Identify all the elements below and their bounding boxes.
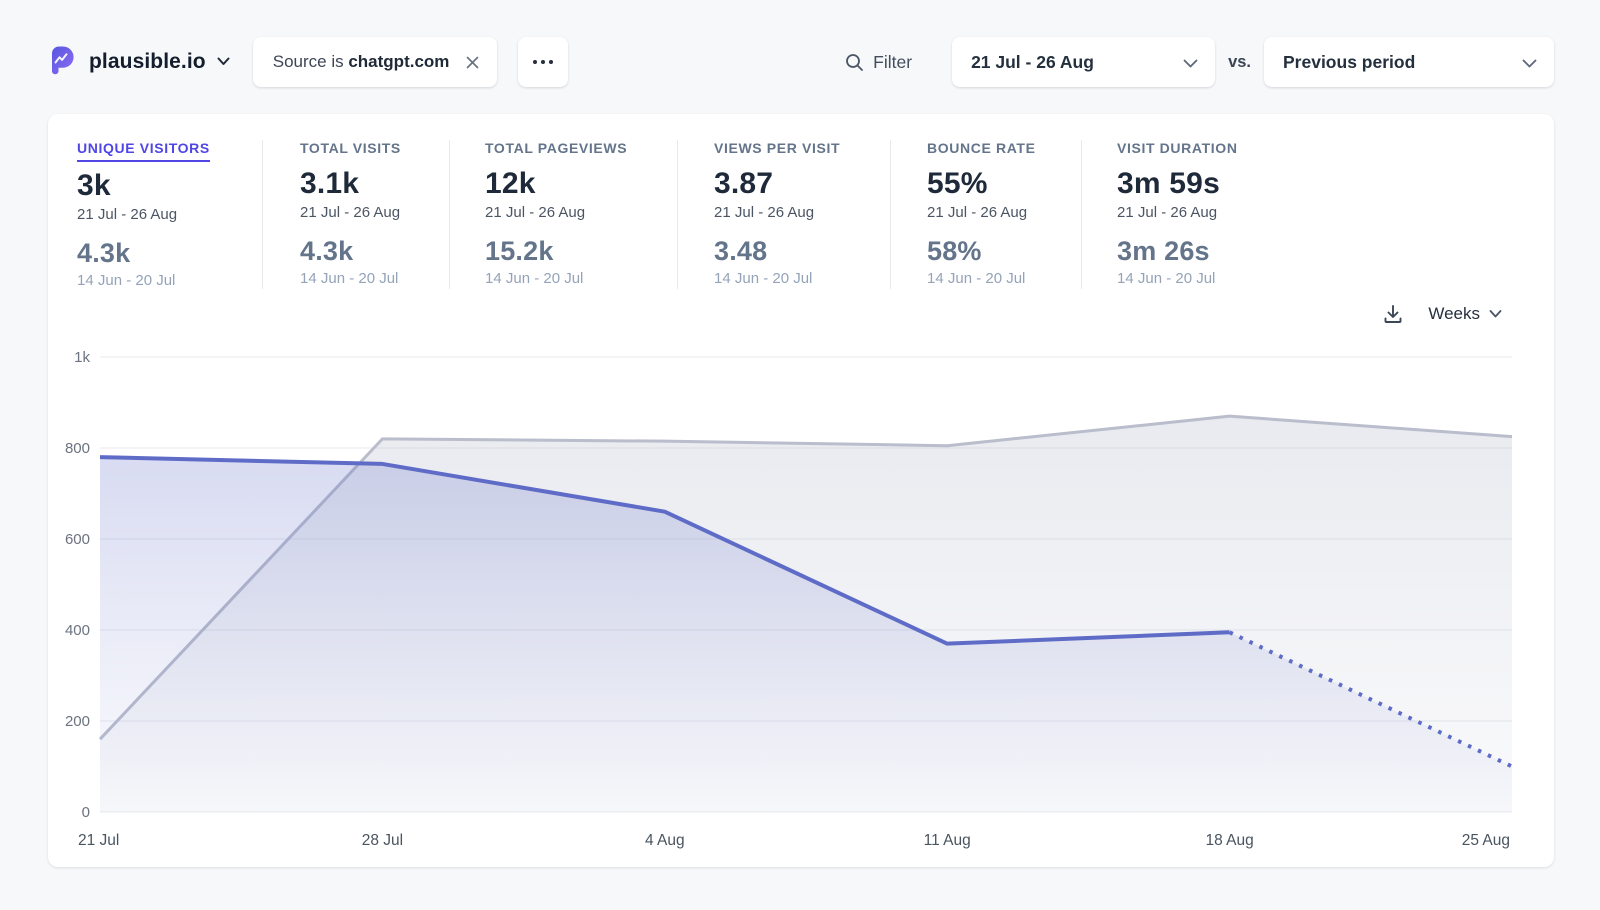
stats-row: UNIQUE VISITORS 3k 21 Jul - 26 Aug 4.3k … [48, 140, 1554, 289]
stat-tab-views-per-visit[interactable]: VIEWS PER VISIT [714, 140, 841, 156]
stat-value: 3k [77, 169, 111, 202]
y-axis-label: 800 [65, 440, 90, 457]
y-axis-label: 200 [65, 713, 90, 730]
stat-prev-value: 58% [927, 236, 982, 266]
filter-pill-value: chatgpt.com [348, 52, 450, 71]
stat-prev-period: 14 Jun - 20 Jul [714, 270, 813, 287]
analytics-card: UNIQUE VISITORS 3k 21 Jul - 26 Aug 4.3k … [48, 114, 1554, 867]
chevron-down-icon [1489, 310, 1502, 318]
visitors-line-incomplete [1228, 630, 1513, 769]
stat-value: 3.87 [714, 167, 774, 200]
ellipsis-icon [533, 60, 554, 64]
comparison-value: Previous period [1283, 51, 1416, 72]
stat-tab-unique-visitors[interactable]: UNIQUE VISITORS [77, 140, 210, 162]
site-switcher[interactable]: plausible.io [48, 44, 230, 81]
download-button[interactable] [1382, 303, 1404, 325]
stat-prev-period: 14 Jun - 20 Jul [485, 270, 584, 287]
top-bar: plausible.io Source is chatgpt.com Filte… [0, 0, 1600, 87]
date-range-select[interactable]: 21 Jul - 26 Aug [952, 37, 1216, 87]
stat-value: 12k [485, 167, 536, 200]
x-axis-label: 18 Aug [1205, 832, 1253, 849]
chevron-down-icon [1183, 52, 1198, 73]
y-axis-label: 0 [82, 804, 90, 821]
stat-prev-period: 14 Jun - 20 Jul [927, 270, 1026, 287]
stat-period: 21 Jul - 26 Aug [300, 204, 401, 221]
download-icon [1384, 305, 1402, 323]
vs-label: vs. [1228, 52, 1251, 71]
stat-total-pageviews: TOTAL PAGEVIEWS 12k 21 Jul - 26 Aug 15.2… [449, 140, 677, 289]
chevron-down-icon [1522, 52, 1537, 73]
y-axis-label: 1k [74, 349, 90, 366]
stat-tab-total-visits[interactable]: TOTAL VISITS [300, 140, 401, 156]
more-filters-button[interactable] [518, 37, 569, 87]
stat-value: 55% [927, 167, 988, 200]
filter-pill-prefix: Source is [272, 52, 344, 71]
x-axis-label: 21 Jul [78, 832, 119, 849]
stat-period: 21 Jul - 26 Aug [485, 204, 586, 221]
comparison-select[interactable]: Previous period [1264, 37, 1554, 87]
stat-value: 3.1k [300, 167, 360, 200]
stat-views-per-visit: VIEWS PER VISIT 3.87 21 Jul - 26 Aug 3.4… [677, 140, 890, 289]
x-axis-label: 25 Aug [1462, 832, 1510, 849]
stat-prev-value: 4.3k [300, 236, 354, 266]
stat-period: 21 Jul - 26 Aug [1117, 204, 1218, 221]
x-axis-label: 28 Jul [362, 832, 403, 849]
interval-select[interactable]: Weeks [1428, 304, 1502, 324]
stat-visit-duration: VISIT DURATION 3m 59s 21 Jul - 26 Aug 3m… [1081, 140, 1554, 289]
stat-prev-period: 14 Jun - 20 Jul [77, 272, 176, 289]
y-axis-label: 600 [65, 531, 90, 548]
visitors-area [100, 457, 1512, 812]
chart-area: 0 200 400 600 800 1k 21 Jul 28 Jul 4 Aug 11 Aug 18… [48, 333, 1554, 853]
close-icon [467, 56, 479, 68]
stat-period: 21 Jul - 26 Aug [77, 206, 178, 223]
stat-prev-value: 4.3k [77, 238, 131, 268]
filter-button[interactable]: Filter [845, 52, 912, 73]
stat-tab-total-pageviews[interactable]: TOTAL PAGEVIEWS [485, 140, 628, 156]
chart-controls: Weeks [48, 299, 1554, 329]
stat-prev-period: 14 Jun - 20 Jul [1117, 270, 1216, 287]
date-range-value: 21 Jul - 26 Aug [971, 51, 1094, 72]
filter-button-label: Filter [873, 51, 913, 72]
filter-pill-text: Source is chatgpt.com [273, 52, 450, 72]
stat-value: 3m 59s [1117, 167, 1220, 200]
stat-period: 21 Jul - 26 Aug [927, 204, 1028, 221]
remove-filter-button[interactable] [462, 52, 483, 73]
search-icon [846, 53, 864, 71]
y-axis-label: 400 [65, 622, 90, 639]
stat-period: 21 Jul - 26 Aug [714, 204, 815, 221]
x-axis-label: 4 Aug [645, 832, 685, 849]
stat-tab-bounce-rate[interactable]: BOUNCE RATE [927, 140, 1036, 156]
source-filter-pill[interactable]: Source is chatgpt.com [252, 37, 498, 87]
site-name: plausible.io [89, 50, 206, 73]
stat-prev-value: 15.2k [485, 236, 554, 266]
traffic-chart[interactable]: 0 200 400 600 800 1k 21 Jul 28 Jul 4 Aug 11 Aug 18… [48, 333, 1552, 853]
stat-prev-period: 14 Jun - 20 Jul [300, 270, 399, 287]
visitors-line [99, 455, 1230, 646]
stat-unique-visitors: UNIQUE VISITORS 3k 21 Jul - 26 Aug 4.3k … [77, 140, 262, 289]
stat-tab-visit-duration[interactable]: VISIT DURATION [1117, 140, 1238, 156]
stat-prev-value: 3m 26s [1117, 236, 1210, 266]
x-axis-label: 11 Aug [924, 832, 971, 849]
plausible-logo-icon [48, 44, 78, 81]
stat-bounce-rate: BOUNCE RATE 55% 21 Jul - 26 Aug 58% 14 J… [890, 140, 1081, 289]
stat-prev-value: 3.48 [714, 236, 768, 266]
stat-total-visits: TOTAL VISITS 3.1k 21 Jul - 26 Aug 4.3k 1… [262, 140, 449, 289]
interval-value: Weeks [1428, 304, 1480, 323]
chevron-down-icon [217, 53, 230, 71]
